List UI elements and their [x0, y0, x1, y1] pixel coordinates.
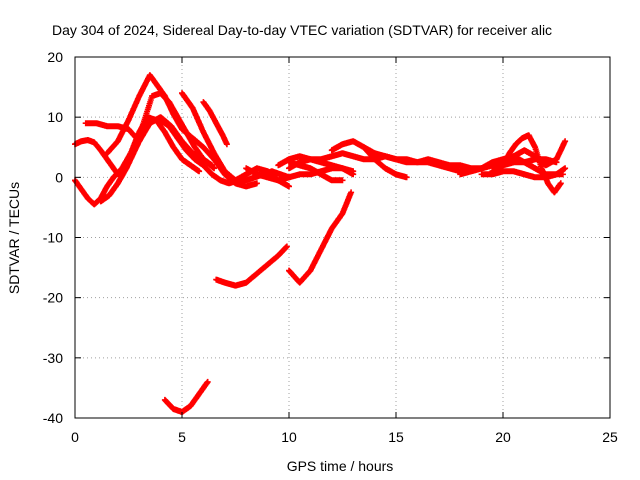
y-tick-label: 0: [55, 169, 63, 185]
x-tick-label: 5: [178, 429, 186, 445]
series-track-16: [500, 138, 569, 169]
axis-ticks: 0 5 10 15 20 25 -40 -30 -20 -10 0 10 20: [43, 49, 618, 445]
series-track-19: [286, 189, 355, 286]
chart-title: Day 304 of 2024, Sidereal Day-to-day VTE…: [52, 22, 552, 38]
y-tick-label: -20: [43, 290, 63, 306]
x-tick-label: 15: [388, 429, 404, 445]
series-track-18: [213, 243, 290, 289]
data-points: [72, 72, 569, 415]
x-tick-label: 25: [602, 429, 618, 445]
x-axis-label: GPS time / hours: [287, 458, 394, 474]
y-tick-label: 20: [47, 49, 63, 65]
series-track-20: [161, 378, 211, 415]
x-tick-label: 0: [71, 429, 79, 445]
x-tick-label: 20: [495, 429, 511, 445]
y-tick-label: -10: [43, 230, 63, 246]
series-track-7: [200, 99, 230, 148]
series-track-17: [478, 165, 569, 181]
x-tick-label: 10: [281, 429, 297, 445]
y-tick-label: -30: [43, 350, 63, 366]
y-axis-label: SDTVAR / TECUs: [6, 182, 22, 294]
grid-lines: [75, 57, 610, 418]
y-tick-label: 10: [47, 109, 63, 125]
y-tick-label: -40: [43, 410, 63, 426]
